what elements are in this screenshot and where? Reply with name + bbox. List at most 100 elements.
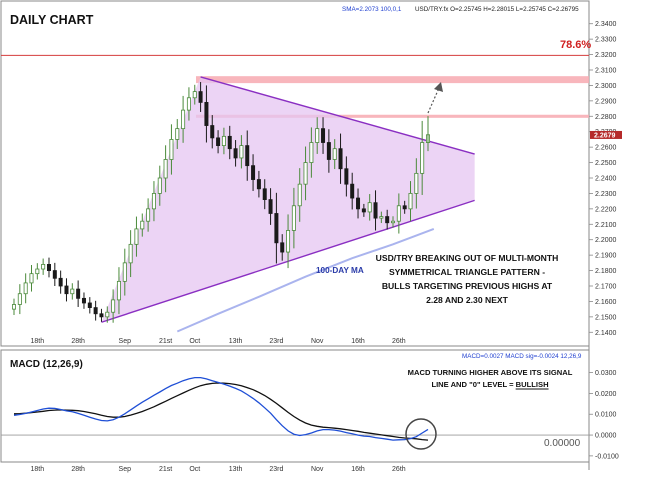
price-y-tick-label: 2.1800 [595, 268, 617, 275]
candle-body [87, 302, 92, 309]
x-tick-label: 26th [392, 466, 406, 473]
price-y-tick-label: 2.2000 [595, 237, 617, 244]
price-y-tick-label: 2.3200 [595, 52, 617, 59]
price-chart-title: DAILY CHART [10, 13, 94, 27]
candle-body [396, 205, 401, 222]
candle-body [315, 128, 320, 143]
candle-body [64, 285, 69, 295]
candle-body [321, 128, 326, 143]
candle-body [99, 313, 104, 318]
price-y-tick-label: 2.3000 [595, 83, 617, 90]
triangle-pattern-fill [101, 76, 475, 323]
candle-body [151, 193, 156, 210]
ma-100-line [176, 227, 435, 333]
price-x-axis: 18th 28th Sep 21st Oct 13th 23rd Nov 16th 26th [31, 338, 406, 345]
annotation-line: USD/TRY BREAKING OUT OF MULTI-MONTH [376, 253, 559, 263]
candle-body [227, 135, 232, 150]
candle-body [303, 162, 308, 185]
candle-body [163, 159, 168, 179]
annotation-line: BULLS TARGETING PREVIOUS HIGHS AT [382, 281, 553, 291]
x-tick-label: 28th [71, 338, 85, 345]
candle-body [420, 142, 425, 174]
candle-body [402, 205, 407, 210]
macd-annotation-line: LINE AND "0" LEVEL = BULLISH [431, 380, 548, 389]
price-y-tick-label: 2.2400 [595, 176, 617, 183]
candle-body [356, 197, 361, 210]
candle-body [52, 270, 57, 279]
candle-body [361, 208, 366, 213]
candle-body [128, 243, 133, 264]
candle-body [134, 228, 139, 245]
price-y-tick-label: 2.2300 [595, 191, 617, 198]
candle-body [111, 299, 116, 313]
candle-body [11, 304, 16, 310]
resistance-zone [196, 114, 589, 118]
price-y-tick-label: 2.1400 [595, 330, 617, 337]
x-tick-label: 23rd [269, 466, 283, 473]
candle-body [192, 91, 197, 99]
candle-body [140, 220, 145, 230]
price-y-tick-label: 2.1900 [595, 253, 617, 260]
price-y-tick-label: 2.2600 [595, 145, 617, 152]
candle-body [175, 128, 180, 140]
candlesticks [11, 82, 430, 323]
price-y-tick-label: 2.2200 [595, 206, 617, 213]
candle-body [291, 205, 296, 231]
candle-body [245, 145, 250, 167]
x-tick-label: 18th [31, 338, 45, 345]
resistance-zone [196, 76, 589, 84]
price-y-tick-label: 2.1500 [595, 314, 617, 321]
macd-line [13, 376, 429, 441]
price-y-tick-label: 2.3100 [595, 68, 617, 75]
price-y-tick-label: 2.1700 [595, 284, 617, 291]
candle-body [391, 220, 396, 224]
x-tick-label: 16th [351, 338, 365, 345]
last-price-label: 2.2679 [594, 132, 616, 139]
sma-readout: SMA=2.2073 100,0,1 [342, 6, 402, 13]
candle-body [350, 183, 355, 199]
candle-body [58, 277, 63, 287]
candle-body [332, 148, 337, 160]
x-tick-label: Nov [311, 466, 324, 473]
candle-body [186, 97, 191, 111]
resistance-zones [1, 54, 589, 118]
crossover-circle-icon [405, 418, 437, 450]
candle-body [221, 135, 226, 146]
candle-body [76, 288, 81, 299]
candle-body [105, 311, 110, 318]
macd-title: MACD (12,26,9) [10, 359, 83, 370]
candle-body [23, 282, 28, 295]
x-tick-label: Oct [189, 466, 200, 473]
x-tick-label: 23rd [269, 338, 283, 345]
candle-body [169, 139, 174, 160]
macd-panel [0, 349, 590, 463]
symbol-readout: USD/TRY.fx O=2.25745 H=2.28015 L=2.25745… [415, 6, 579, 13]
candle-body [157, 177, 162, 194]
x-tick-label: Nov [311, 338, 324, 345]
candle-body [344, 168, 349, 185]
candle-body [216, 137, 221, 146]
candle-body [233, 148, 238, 159]
macd-x-axis: 18th 28th Sep 21st Oct 13th 23rd Nov 16th 26th [31, 466, 406, 473]
candle-body [326, 142, 331, 160]
candle-body [239, 145, 244, 159]
fib-label: 78.6% [560, 39, 591, 51]
macd-y-axis: 0.0300 0.0200 0.0100 0.0000 -0.0100 [589, 370, 619, 460]
candle-body [41, 263, 46, 270]
annotation-line: SYMMETRICAL TRIANGLE PATTERN - [389, 267, 545, 277]
x-tick-label: 21st [159, 466, 172, 473]
candle-body [17, 293, 22, 305]
macd-y-tick-label: -0.0100 [595, 453, 619, 460]
macd-annotation-line: MACD TURNING HIGHER ABOVE ITS SIGNAL [408, 368, 573, 377]
candle-body [35, 268, 40, 275]
macd-y-tick-label: 0.0300 [595, 370, 617, 377]
x-tick-label: 13th [229, 466, 243, 473]
macd-y-tick-label: 0.0100 [595, 412, 617, 419]
candle-body [408, 193, 413, 210]
price-y-tick-label: 2.3300 [595, 37, 617, 44]
candle-body [262, 188, 267, 201]
candle-body [379, 216, 384, 219]
annotation-line: 2.28 AND 2.30 NEXT [426, 295, 509, 305]
candle-body [373, 202, 378, 219]
last-price-marker [590, 130, 622, 139]
